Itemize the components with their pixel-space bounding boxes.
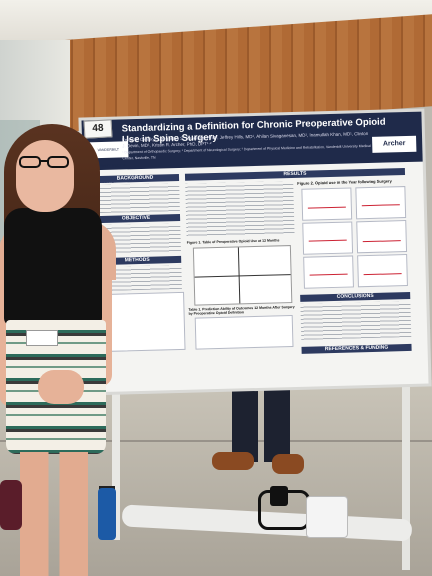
section-references: REFERENCES & FUNDING: [301, 343, 412, 354]
person-legs: [232, 382, 290, 462]
water-bottle: [98, 488, 116, 540]
table-caption: Table 1. Prediction Ability of Outcomes …: [188, 304, 295, 316]
figure2-panel-6: [357, 254, 408, 288]
figure2-panel-4: [356, 220, 408, 254]
figure2-panel-3: [302, 221, 354, 255]
archer-logo: Archer: [372, 135, 417, 153]
research-poster: VANDERBILT UNIVERSITY MEDICAL CENTER Sta…: [81, 111, 429, 393]
right-shoe: [272, 454, 304, 474]
figure2-panel-5: [303, 255, 354, 289]
rolled-poster: [306, 496, 348, 538]
section-conclusions: CONCLUSIONS: [300, 291, 411, 302]
poster-header: VANDERBILT UNIVERSITY MEDICAL CENTER Sta…: [81, 111, 423, 184]
presenter-legs: [20, 452, 88, 576]
backpack: [0, 480, 22, 530]
floor-seam: [0, 440, 432, 442]
figure2-panel-2: [355, 186, 407, 220]
results-text: [185, 180, 295, 238]
conclusions-text: [300, 300, 412, 340]
left-shoe: [212, 452, 254, 470]
results-table: [194, 315, 294, 350]
figure2-panel-1: [301, 187, 353, 221]
methods-table: [104, 291, 186, 352]
section-objective: OBJECTIVE: [92, 213, 181, 224]
poster-stand-pole-left: [112, 380, 120, 540]
camera-icon: [270, 486, 288, 506]
section-background: BACKGROUND: [90, 173, 180, 184]
presenter-hands: [38, 370, 84, 404]
figure2-caption: Figure 2. Opioid use in the Year followi…: [297, 178, 392, 186]
background-text: [91, 182, 180, 214]
name-badge: [26, 330, 58, 346]
presenter-black-top: [4, 208, 102, 326]
poster-authors: Emily R. Oleisky¹, Jacquelyn S. Pennings…: [121, 130, 371, 161]
figure1-chart: [192, 245, 293, 306]
poster-number: 48: [83, 119, 113, 139]
glasses-icon: [19, 156, 69, 168]
presenter-face: [16, 140, 74, 212]
poster-stand-pole: [402, 250, 410, 570]
figure1-caption: Figure 1. Table of Preoperative Opioid U…: [186, 238, 280, 245]
